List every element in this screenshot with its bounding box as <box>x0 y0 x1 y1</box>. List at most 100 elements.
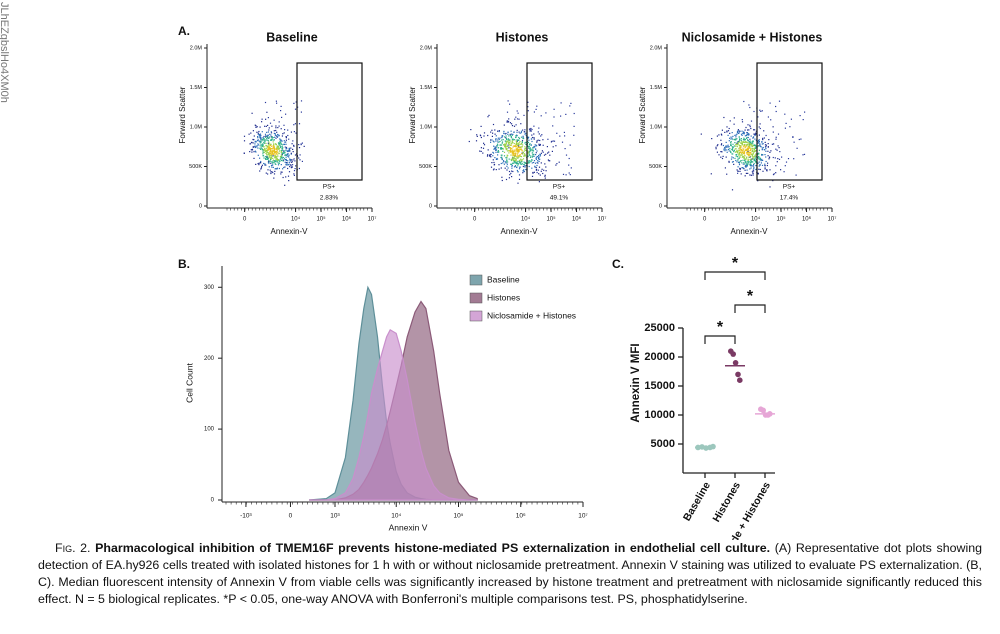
event-dot <box>520 156 522 158</box>
event-dot <box>278 125 280 127</box>
event-dot <box>741 134 743 136</box>
event-dot <box>563 131 565 133</box>
x-tick-label: 10⁷ <box>828 216 837 223</box>
panel-label: A. <box>178 24 190 38</box>
event-dot <box>752 165 754 167</box>
event-dot <box>268 141 270 143</box>
event-dot <box>274 151 277 153</box>
event-dot <box>260 162 262 164</box>
event-dot <box>515 149 517 151</box>
data-point <box>732 360 739 366</box>
event-dot <box>530 130 532 132</box>
event-dot <box>509 139 511 141</box>
event-dot <box>516 148 518 150</box>
event-dot <box>509 141 511 144</box>
event-dot <box>781 156 783 158</box>
event-dot <box>272 152 274 155</box>
event-dot <box>754 133 756 135</box>
event-dot <box>269 139 272 141</box>
event-dot <box>270 145 272 147</box>
event-dot <box>259 157 261 159</box>
event-dot <box>287 150 289 152</box>
event-dot <box>492 152 495 154</box>
event-dot <box>243 135 246 137</box>
event-dot <box>537 160 539 162</box>
event-dot <box>743 139 745 141</box>
event-dot <box>748 163 750 165</box>
event-dot <box>268 129 270 131</box>
event-dot <box>732 143 734 145</box>
event-dot <box>270 162 272 164</box>
event-dot <box>745 172 747 174</box>
event-dot <box>748 156 750 158</box>
event-dot <box>289 149 291 152</box>
event-dot <box>265 135 268 137</box>
event-dot <box>268 143 270 145</box>
event-dot <box>540 115 542 117</box>
event-dot <box>277 151 279 153</box>
event-dot <box>530 155 532 157</box>
event-dot <box>739 130 741 132</box>
event-dot <box>738 136 740 138</box>
event-dot <box>742 145 745 147</box>
event-dot <box>535 156 538 158</box>
event-dot <box>746 156 748 158</box>
event-dot <box>745 126 747 129</box>
event-dot <box>732 135 734 137</box>
event-dot <box>263 142 265 144</box>
event-dot <box>745 166 747 168</box>
event-dot <box>745 149 747 151</box>
event-dot <box>268 153 270 155</box>
event-dot <box>508 177 510 179</box>
event-dot <box>752 157 754 159</box>
event-dot <box>560 102 562 104</box>
event-dot <box>744 175 746 177</box>
event-dot <box>519 160 521 162</box>
event-dot <box>514 162 516 164</box>
event-dot <box>538 133 540 135</box>
event-dot <box>762 146 764 149</box>
event-dot <box>525 141 527 143</box>
event-dot <box>492 140 494 142</box>
event-dot <box>272 150 274 152</box>
event-dot <box>736 156 738 158</box>
event-dot <box>278 153 280 155</box>
event-dot <box>529 148 531 150</box>
event-dot <box>736 144 738 146</box>
event-dot <box>757 140 760 142</box>
event-dot <box>750 151 752 154</box>
event-dot <box>534 144 536 146</box>
event-dot <box>279 150 281 152</box>
event-dot <box>515 161 517 163</box>
y-axis-label: Forward Scatter <box>408 86 417 143</box>
event-dot <box>743 100 745 103</box>
event-dot <box>533 137 535 139</box>
event-dot <box>270 159 272 161</box>
event-dot <box>748 146 750 148</box>
event-dot <box>740 139 742 141</box>
event-dot <box>545 112 547 114</box>
event-dot <box>542 172 544 175</box>
event-dot <box>754 157 756 159</box>
event-dot <box>275 125 277 127</box>
event-dot <box>532 147 534 149</box>
event-dot <box>522 135 524 137</box>
event-dot <box>264 125 266 127</box>
event-dot <box>264 133 267 135</box>
event-dot <box>750 148 752 151</box>
event-dot <box>521 141 523 143</box>
event-dot <box>534 166 536 168</box>
event-dot <box>269 148 271 150</box>
event-dot <box>749 161 751 163</box>
event-dot <box>516 118 519 120</box>
event-dot <box>494 146 496 148</box>
event-dot <box>752 140 754 142</box>
event-dot <box>510 137 513 139</box>
event-dot <box>732 153 734 155</box>
event-dot <box>537 162 539 164</box>
event-dot <box>505 132 507 135</box>
event-dot <box>276 157 278 159</box>
event-dot <box>802 119 804 121</box>
event-dot <box>262 138 264 140</box>
event-dot <box>737 141 739 143</box>
